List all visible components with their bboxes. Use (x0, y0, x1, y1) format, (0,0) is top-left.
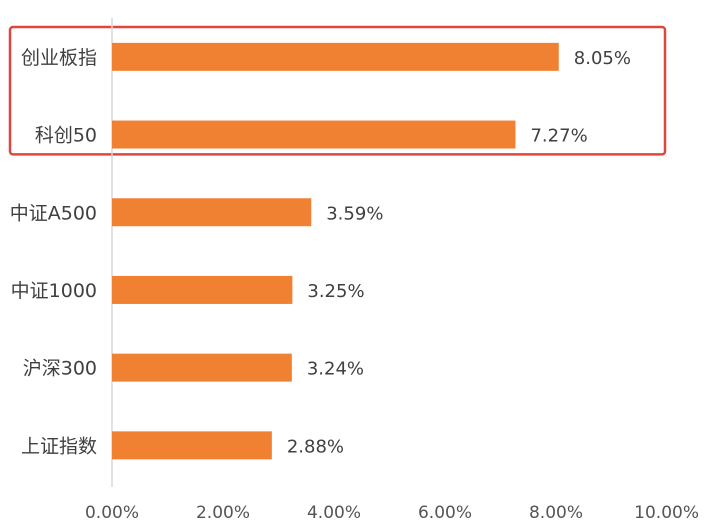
data-label: 8.05% (574, 48, 631, 69)
highlight-box (8, 25, 667, 156)
category-label: 科创50 (35, 125, 97, 147)
data-label: 2.88% (287, 436, 344, 457)
bar (112, 198, 312, 227)
bar (112, 275, 293, 304)
data-label: 7.27% (530, 126, 587, 147)
x-tick-label: 10.00% (634, 503, 699, 523)
data-label: 3.25% (307, 281, 364, 302)
category-label: 上证指数 (21, 435, 97, 457)
category-label: 中证A500 (10, 202, 97, 224)
bar (112, 353, 292, 382)
x-tick-label: 0.00% (85, 503, 139, 523)
x-tick-label: 8.00% (529, 503, 583, 523)
bar (112, 431, 272, 460)
category-label: 沪深300 (23, 358, 97, 380)
bar (112, 120, 516, 149)
category-label: 中证1000 (11, 280, 97, 302)
bar (112, 42, 559, 71)
x-tick-label: 4.00% (307, 503, 361, 523)
category-label: 创业板指 (21, 47, 97, 69)
x-tick-label: 2.00% (196, 503, 250, 523)
data-label: 3.59% (326, 203, 383, 224)
data-label: 3.24% (307, 359, 364, 380)
x-tick-label: 6.00% (418, 503, 472, 523)
